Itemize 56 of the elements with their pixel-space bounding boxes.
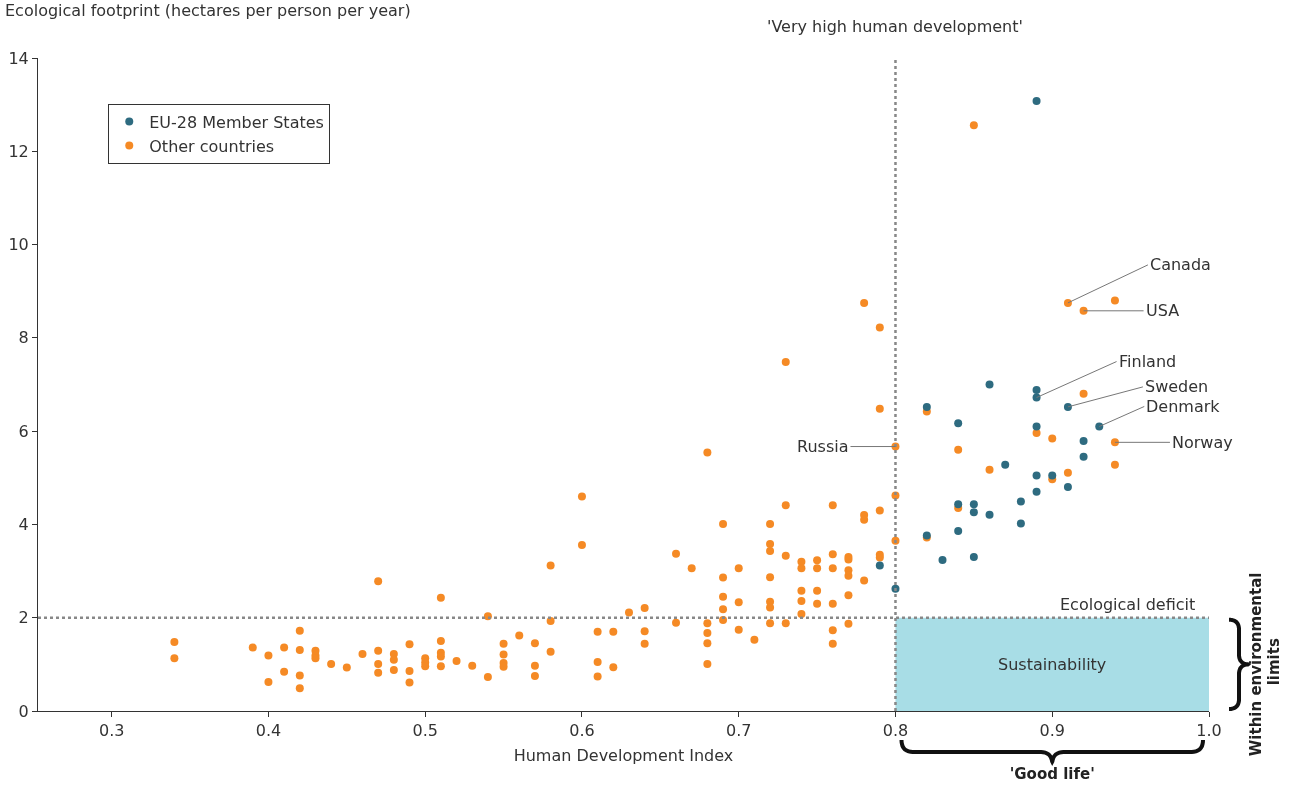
point: [954, 526, 963, 535]
annotation: Finland: [1119, 352, 1177, 371]
point: [1079, 452, 1088, 461]
point: [1016, 519, 1025, 528]
point: [1032, 422, 1041, 431]
point: [1063, 402, 1072, 411]
legend-label: Other countries: [149, 136, 275, 156]
annotation: Norway: [1172, 433, 1233, 452]
y-axis-title: Ecological footprint (hectares per person per year): [5, 1, 411, 20]
legend-label: EU-28 Member States: [149, 112, 324, 132]
y-tick-label: 12: [8, 141, 29, 161]
point: [969, 508, 978, 517]
x-tick-label: 0.6: [569, 721, 595, 741]
point: [954, 500, 963, 509]
point: [1079, 436, 1088, 445]
annotation: USA: [1146, 301, 1180, 320]
ref-line-label: 'Very high human development': [767, 17, 1023, 36]
point: [1063, 483, 1072, 492]
point: [1001, 460, 1010, 469]
x-tick-label: 1.0: [1196, 721, 1222, 741]
y-tick-label: 10: [8, 235, 29, 255]
point: [1016, 497, 1025, 506]
x-tick-label: 0.4: [255, 721, 282, 741]
y-tick-label: 6: [18, 421, 29, 441]
y-tick-label: 0: [18, 701, 29, 721]
x-tick-label: 0.8: [882, 721, 909, 741]
point: [938, 555, 947, 564]
point: [1048, 471, 1057, 480]
x-tick-label: 0.7: [725, 721, 752, 741]
text: 'Good life': [1009, 765, 1095, 783]
annotation: Denmark: [1146, 397, 1221, 416]
point: [969, 553, 978, 562]
ref-line-label: Ecological deficit: [1060, 595, 1196, 614]
point: [1032, 386, 1041, 395]
y-tick-label: 2: [18, 608, 29, 628]
band-label: Sustainability: [998, 655, 1107, 674]
annotation: Sweden: [1145, 377, 1209, 396]
point: [1032, 471, 1041, 480]
point: [875, 561, 884, 570]
annotation: Russia: [797, 437, 849, 456]
text: Within environmental limits: [1247, 572, 1283, 757]
point: [1032, 96, 1041, 105]
x-tick-label: 0.5: [412, 721, 438, 741]
point: [969, 500, 978, 509]
y-tick-label: 8: [18, 328, 29, 348]
point: [1032, 487, 1041, 496]
x-tick-label: 0.3: [98, 721, 125, 741]
point: [985, 510, 994, 519]
x-axis-title: Human Development Index: [513, 745, 734, 765]
point: [922, 402, 931, 411]
annotation: Canada: [1150, 255, 1211, 274]
y-tick-label: 14: [8, 48, 29, 68]
x-tick-label: 0.9: [1039, 721, 1065, 741]
y-tick-label: 4: [18, 515, 29, 535]
point: [954, 419, 963, 428]
point: [985, 380, 994, 389]
